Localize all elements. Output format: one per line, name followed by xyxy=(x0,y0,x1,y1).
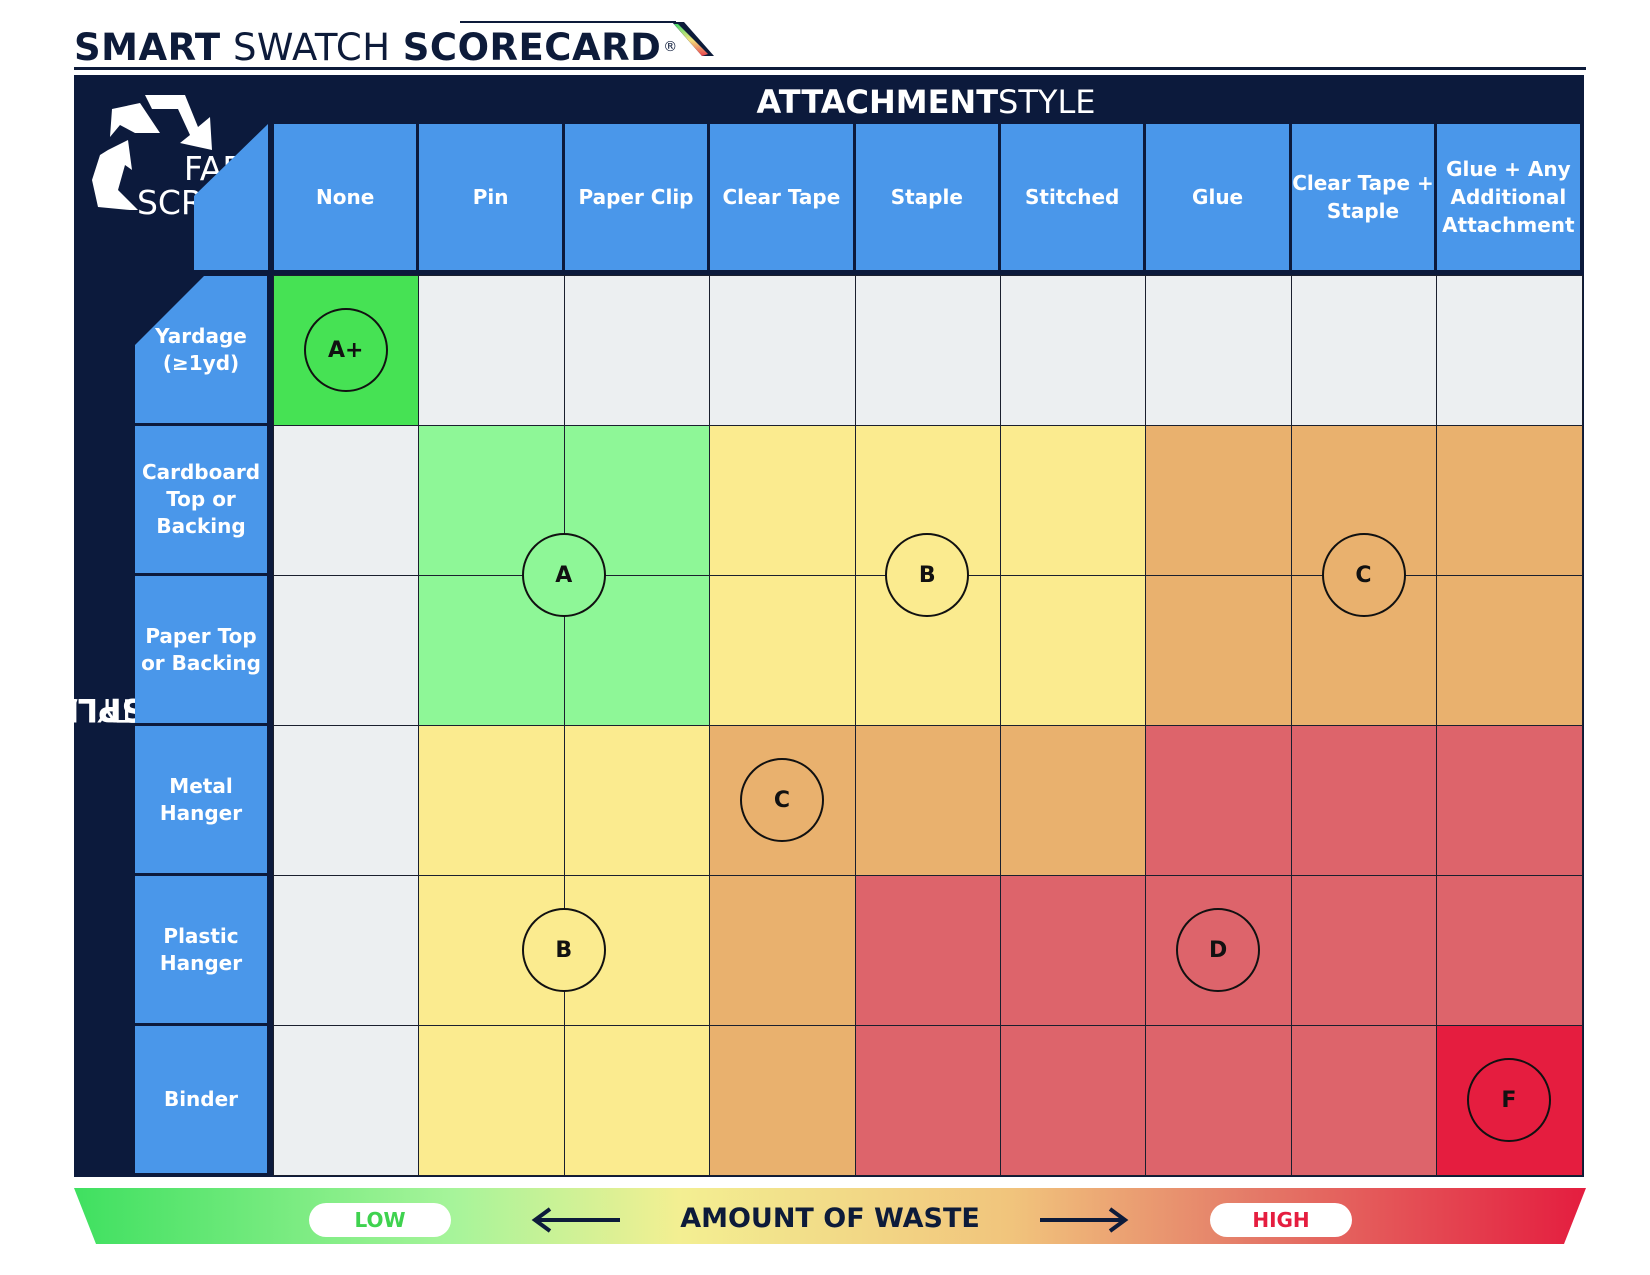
title-gradient-swoosh xyxy=(672,22,714,56)
grid-cell xyxy=(273,725,420,876)
column-header: Staple xyxy=(855,124,998,270)
row-header-corner-cut xyxy=(135,275,205,345)
row-header: Binder xyxy=(135,1026,267,1173)
grid-cell xyxy=(1436,875,1583,1026)
grid-cell xyxy=(563,275,711,426)
grid-cell xyxy=(1000,425,1147,576)
grade-circle: D xyxy=(1176,908,1261,992)
grid-cell xyxy=(273,1025,420,1176)
title-underline xyxy=(74,67,1586,70)
grade-circle: C xyxy=(739,758,824,842)
grade-circle: B xyxy=(885,533,970,617)
grid-cell xyxy=(1145,425,1292,576)
grid-cell xyxy=(709,575,856,726)
column-header: Clear Tape + Staple xyxy=(1291,124,1435,270)
low-pill: LOW xyxy=(309,1203,451,1237)
corner-blue-triangle xyxy=(194,124,268,270)
title-swatch: SWATCH xyxy=(232,25,391,69)
grid-cell xyxy=(709,875,856,1026)
grid-cell xyxy=(563,725,711,876)
grid-cell xyxy=(1145,275,1292,426)
grid-cell xyxy=(1290,275,1438,426)
column-header: Clear Tape xyxy=(710,124,853,270)
title-smart: SMART xyxy=(74,25,221,69)
amount-of-waste-label: AMOUNT OF WASTE xyxy=(680,1202,980,1234)
grid-cell xyxy=(854,275,1001,426)
row-header: Cardboard Top or Backing xyxy=(135,426,267,573)
grade-circle: C xyxy=(1321,533,1406,617)
grid-cell xyxy=(1145,1025,1292,1176)
grid-cell xyxy=(709,425,856,576)
grid-cell xyxy=(563,1025,711,1176)
title-top-rule xyxy=(460,21,676,23)
grid-cell xyxy=(273,425,420,576)
row-header: Paper Top or Backing xyxy=(135,576,267,723)
grid-cell xyxy=(854,875,1001,1026)
grid-cell xyxy=(418,275,565,426)
column-header: Stitched xyxy=(1001,124,1144,270)
grid-cell xyxy=(1436,575,1583,726)
grade-circle: A xyxy=(521,533,606,617)
row-header: Plastic Hanger xyxy=(135,876,267,1023)
grade-circle: F xyxy=(1466,1058,1551,1142)
grid-cell xyxy=(1145,725,1292,876)
grade-circle: A+ xyxy=(303,308,388,392)
grid-cell xyxy=(418,1025,565,1176)
grid-cell xyxy=(854,725,1001,876)
grid-cell xyxy=(273,875,420,1026)
grid-cell xyxy=(1000,875,1147,1026)
grid-cell xyxy=(1436,425,1583,576)
attachment-header-normal: STYLE xyxy=(998,83,1096,121)
grid-cell xyxy=(418,725,565,876)
column-header: Glue xyxy=(1146,124,1289,270)
grid-cell xyxy=(854,1025,1001,1176)
title-scorecard: SCORECARD xyxy=(402,25,662,69)
column-header: Pin xyxy=(419,124,562,270)
grid-cell xyxy=(709,275,856,426)
arrow-left-icon xyxy=(531,1207,620,1233)
grid-cell xyxy=(1145,575,1292,726)
grid-cell xyxy=(418,575,565,726)
grid-cell xyxy=(1290,725,1438,876)
row-header: Metal Hanger xyxy=(135,726,267,873)
registered-mark: ® xyxy=(663,39,678,55)
grid-cell xyxy=(1290,1025,1438,1176)
attachment-header-bold: ATTACHMENT xyxy=(756,83,999,121)
grid-cell xyxy=(273,575,420,726)
grid-cell xyxy=(1290,875,1438,1026)
attachment-style-header: ATTACHMENT STYLE xyxy=(270,80,1582,124)
grid-cell xyxy=(1000,725,1147,876)
grid-cell xyxy=(1000,275,1147,426)
grid-cell xyxy=(1436,725,1583,876)
column-header: None xyxy=(274,124,417,270)
grid-cell xyxy=(709,1025,856,1176)
grid-cell xyxy=(1000,575,1147,726)
column-header: Paper Clip xyxy=(564,124,708,270)
waste-gradient-bar xyxy=(74,1188,1586,1244)
recycle-icon xyxy=(92,95,212,210)
grid-cell xyxy=(1000,1025,1147,1176)
arrow-right-icon xyxy=(1040,1207,1129,1233)
grade-circle: B xyxy=(521,908,606,992)
high-pill: HIGH xyxy=(1210,1203,1352,1237)
grid-cell xyxy=(1436,275,1583,426)
scorecard-title: SMART SWATCH SCORECARD ® xyxy=(74,22,678,72)
column-header: Glue + Any Additional Attachment xyxy=(1437,124,1580,270)
scorecard-grid: A+ A B C C B D F xyxy=(273,275,1583,1176)
